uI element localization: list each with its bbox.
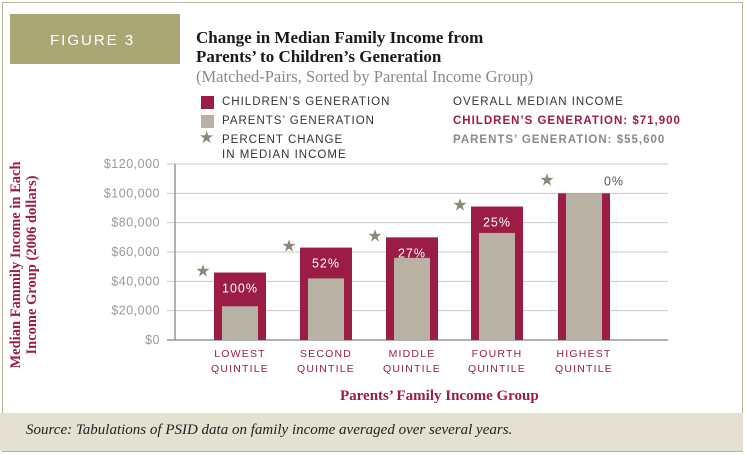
percent-change-label: 0% xyxy=(604,174,624,188)
bar-parents xyxy=(566,193,602,340)
star-marker-icon: ★ xyxy=(367,226,382,245)
x-axis-label: Parents’ Family Income Group xyxy=(340,388,539,404)
source-note: Source: Tabulations of PSID data on fami… xyxy=(0,413,743,451)
y-tick-label: $120,000 xyxy=(104,157,160,171)
star-marker-icon: ★ xyxy=(195,262,210,281)
percent-change-label: 100% xyxy=(222,282,258,296)
chart-title: Change in Median Family Income from Pare… xyxy=(196,28,483,66)
y-tick-label: $40,000 xyxy=(111,274,160,288)
y-tick-label: $80,000 xyxy=(111,216,160,230)
overall-children: Children’s generation: $71,900 xyxy=(453,115,681,127)
chart-subtitle: (Matched-Pairs, Sorted by Parental Incom… xyxy=(196,67,534,86)
y-tick-label: $100,000 xyxy=(104,186,160,200)
percent-change-label: 52% xyxy=(312,257,340,271)
figure-label: FIGURE 3 xyxy=(10,14,180,64)
overall-heading: Overall median income xyxy=(453,96,624,108)
y-tick-label: $60,000 xyxy=(111,245,160,259)
legend-swatch-parents xyxy=(201,115,214,128)
x-tick-label: QUINTILE xyxy=(555,363,613,375)
percent-change-label: 25% xyxy=(483,216,511,230)
bar-parents xyxy=(222,306,258,340)
x-tick-label: LOWEST xyxy=(214,348,266,360)
star-marker-icon: ★ xyxy=(539,170,554,189)
x-tick-label: QUINTILE xyxy=(211,363,269,375)
x-tick-label: MIDDLE xyxy=(389,348,436,360)
x-tick-label: QUINTILE xyxy=(297,363,355,375)
legend-label-children: Children’s generation xyxy=(222,96,391,108)
legend-label-pct-1: Percent change xyxy=(222,134,344,146)
legend-swatch-children xyxy=(201,96,214,109)
star-marker-icon: ★ xyxy=(281,237,296,256)
x-tick-label: QUINTILE xyxy=(468,363,526,375)
x-tick-label: QUINTILE xyxy=(383,363,441,375)
bar-parents xyxy=(479,232,515,340)
chart-title-line2: Parents’ to Children’s Generation xyxy=(196,47,442,66)
overall-parents: Parents’ generation: $55,600 xyxy=(453,134,666,146)
x-tick-label: HIGHEST xyxy=(556,348,611,360)
bar-parents xyxy=(394,257,430,340)
bar-parents xyxy=(308,278,344,340)
legend-label-pct-2: in median income xyxy=(222,149,347,161)
percent-change-label: 27% xyxy=(398,246,426,260)
x-tick-label: FOURTH xyxy=(472,348,523,360)
y-tick-label: $0 xyxy=(145,333,160,347)
legend-star-icon: ★ xyxy=(199,128,216,147)
chart-title-line1: Change in Median Family Income from xyxy=(196,28,484,47)
y-tick-label: $20,000 xyxy=(111,304,160,318)
star-marker-icon: ★ xyxy=(452,196,467,215)
legend-label-parents: Parents’ generation xyxy=(222,115,375,127)
x-tick-label: SECOND xyxy=(300,348,352,360)
